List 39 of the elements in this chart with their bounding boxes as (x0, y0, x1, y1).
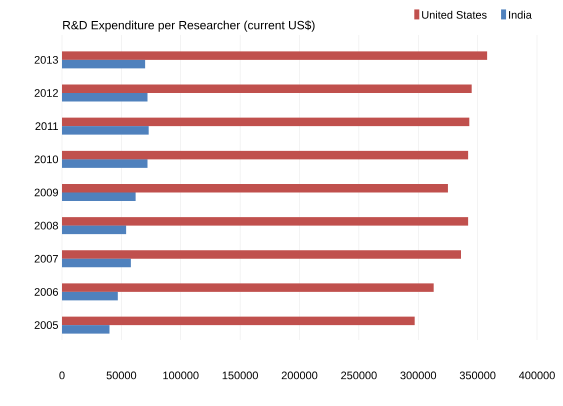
bar (62, 159, 148, 168)
x-tick-label: 250000 (341, 372, 377, 380)
x-tick-label: 100000 (163, 372, 199, 380)
chart-title: R&D Expenditure per Researcher (current US$) (63, 20, 315, 32)
bar (62, 118, 470, 126)
y-tick-label: 2007 (34, 254, 58, 263)
bar (62, 316, 415, 326)
bar (62, 292, 118, 300)
x-tick-label: 200000 (282, 372, 318, 380)
y-tick-label: 2012 (34, 89, 58, 97)
y-tick-label: 2006 (34, 288, 58, 296)
bar (62, 217, 468, 226)
bar (62, 184, 448, 192)
y-tick-label: 2013 (34, 56, 58, 64)
y-tick-label: 2008 (34, 222, 58, 230)
bar (62, 283, 434, 292)
y-tick-label: 2005 (34, 321, 58, 329)
bar (62, 250, 461, 259)
bar (62, 258, 131, 268)
x-tick-label: 150000 (222, 372, 258, 380)
legend-label: United States (422, 10, 487, 19)
bar (62, 226, 126, 234)
bar (62, 84, 472, 94)
bar (62, 325, 110, 334)
y-tick-label: 2009 (34, 188, 58, 196)
x-tick-label: 50000 (106, 372, 136, 380)
x-tick-label: 400000 (518, 372, 555, 380)
bar (62, 126, 149, 135)
bar (62, 60, 146, 68)
bar (62, 51, 488, 60)
legend-label: India (509, 10, 532, 19)
y-tick-label: 2011 (35, 122, 58, 130)
y-tick-label: 2010 (34, 155, 58, 164)
bar (62, 192, 136, 201)
x-tick-label: 300000 (400, 372, 436, 380)
bar (62, 93, 148, 102)
x-tick-label: 0 (59, 372, 65, 380)
x-tick-label: 350000 (460, 372, 496, 380)
bar (62, 150, 468, 160)
